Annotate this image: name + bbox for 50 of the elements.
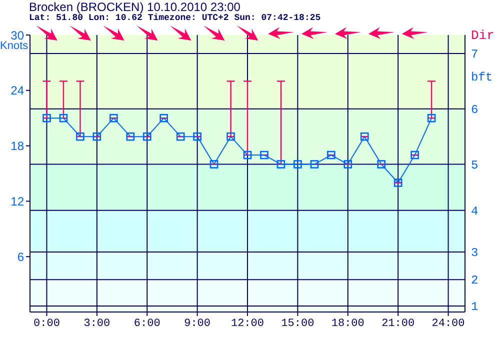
point (92, 132, 102, 141)
point (126, 132, 135, 141)
x-tick-label: 12:00 (230, 318, 264, 330)
point (276, 160, 286, 168)
text: 4 (471, 204, 478, 218)
x-tick-label: 0:00 (34, 318, 60, 330)
point (160, 114, 168, 122)
text: 1 (471, 300, 478, 314)
y-tick-label: 24 (10, 84, 24, 98)
point (210, 160, 218, 168)
point (110, 114, 118, 122)
chart-subtitle: Lat: 51.80 Lon: 10.62 Timezone: UTC+2 Sun: 07:42-18:25 (29, 13, 321, 23)
point (176, 132, 185, 141)
text: 7 (471, 47, 478, 62)
point (427, 114, 436, 122)
point (226, 132, 235, 141)
y-axis-title: Knots (0, 40, 29, 52)
y-tick-label: 12 (10, 194, 24, 208)
y-tick-label: 30 (10, 28, 24, 42)
point (344, 160, 352, 168)
x-tick-label: 3:00 (84, 318, 110, 330)
text: 6 (471, 102, 478, 117)
point (327, 150, 336, 160)
point (142, 132, 152, 141)
text: bft (471, 70, 493, 85)
x-tick-label: 18:00 (331, 318, 364, 330)
point (377, 160, 386, 168)
y-tick-label: 18 (10, 139, 24, 154)
x-tick-label: 6:00 (134, 318, 160, 330)
point (76, 132, 84, 141)
chart-title: Brocken (BROCKEN) 10.10.2010 23:00 (29, 0, 240, 14)
point (193, 132, 202, 141)
point (410, 150, 419, 160)
x-tick-label: 9:00 (184, 318, 211, 330)
point (310, 160, 319, 168)
point (243, 150, 252, 160)
text: 3 (471, 246, 478, 260)
text: 2 (471, 274, 478, 288)
x-tick-label: 15:00 (281, 318, 314, 330)
text: 5 (471, 158, 478, 172)
point (360, 132, 369, 141)
y-tick-label: 6 (17, 250, 24, 264)
point (260, 150, 268, 160)
x-tick-label: 21:00 (382, 318, 415, 330)
x-tick-label: 24:00 (432, 318, 465, 330)
point (59, 114, 68, 122)
point (294, 160, 302, 168)
text: Dir (471, 28, 494, 43)
point (394, 178, 402, 187)
point (42, 114, 51, 122)
